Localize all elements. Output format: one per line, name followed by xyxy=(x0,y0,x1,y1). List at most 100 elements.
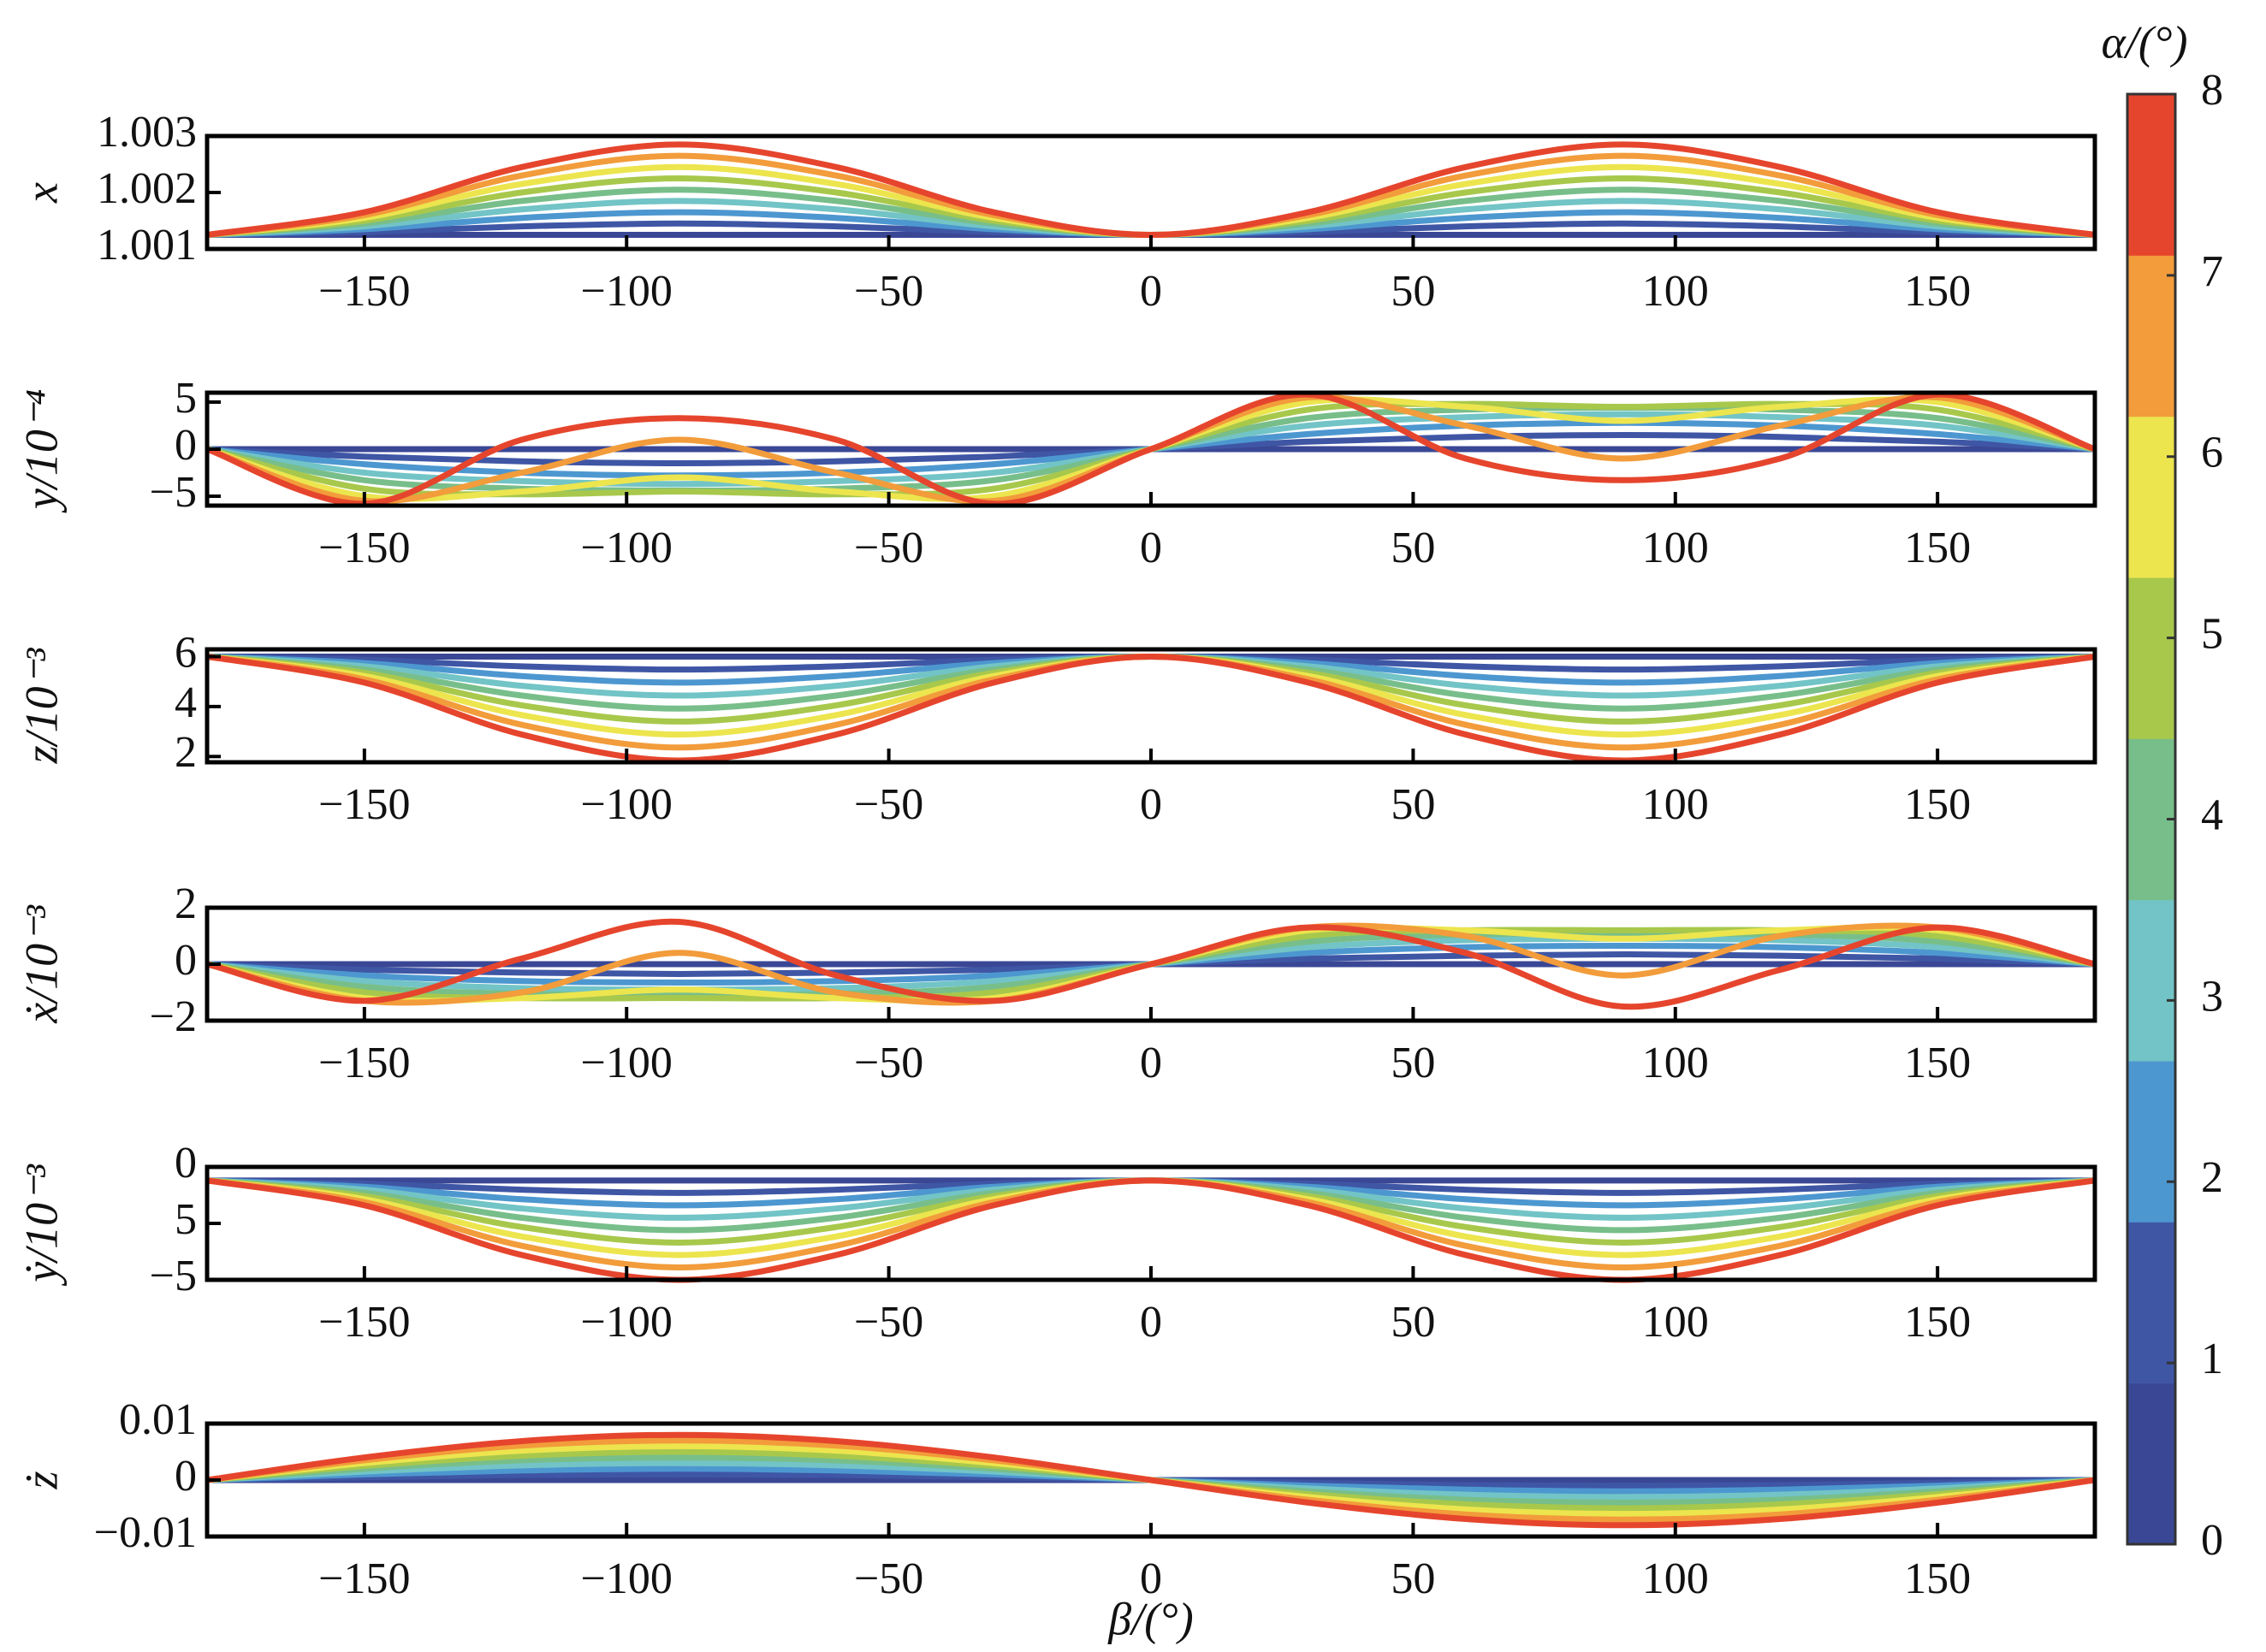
y-axis-label: y/10⁻⁴ xyxy=(15,389,67,513)
x-tick-label: 150 xyxy=(1904,1554,1971,1603)
colorbar-tick-label: 5 xyxy=(2201,610,2223,659)
x-tick-label: 0 xyxy=(1140,1039,1162,1087)
colorbar-band xyxy=(2127,94,2175,256)
x-tick-label: 100 xyxy=(1642,1298,1709,1347)
y-tick-label: −5 xyxy=(150,1252,197,1300)
x-tick-label: 100 xyxy=(1642,780,1709,829)
colorbar-band xyxy=(2127,1061,2175,1223)
series-line xyxy=(207,1177,2095,1209)
y-tick-label: 1.003 xyxy=(97,108,197,157)
series-line xyxy=(207,141,2095,238)
colorbar-band xyxy=(2127,577,2175,739)
x-tick-label: 0 xyxy=(1140,524,1162,572)
series-line xyxy=(207,391,2095,507)
x-tick-label: −150 xyxy=(318,780,410,829)
x-tick-label: 0 xyxy=(1140,780,1162,829)
x-tick-label: −50 xyxy=(854,780,923,829)
x-tick-label: 100 xyxy=(1642,524,1709,572)
x-tick-label: −100 xyxy=(581,1039,673,1087)
x-tick-label: 50 xyxy=(1391,780,1435,829)
y-tick-label: −0.01 xyxy=(94,1508,197,1557)
series-line xyxy=(207,1177,2095,1283)
y-axis-label: z/10⁻³ xyxy=(15,648,67,765)
colorbar-band xyxy=(2127,416,2175,578)
colorbar-tick-label: 3 xyxy=(2201,972,2223,1021)
colorbar-title: α/(°) xyxy=(2102,16,2188,68)
x-tick-label: −100 xyxy=(581,1554,673,1603)
colorbar-tick-label: 0 xyxy=(2201,1516,2223,1565)
series-line xyxy=(207,653,2095,686)
x-tick-label: 50 xyxy=(1391,524,1435,572)
colorbar-band xyxy=(2127,899,2175,1062)
x-tick-label: 0 xyxy=(1140,1554,1162,1603)
colorbar-tick-label: 1 xyxy=(2201,1335,2223,1383)
x-tick-label: 50 xyxy=(1391,267,1435,316)
y-tick-label: 0 xyxy=(175,936,197,985)
y-tick-label: −5 xyxy=(150,468,197,517)
y-tick-label: 0.01 xyxy=(119,1395,197,1444)
x-tick-label: −100 xyxy=(581,780,673,829)
x-tick-label: −100 xyxy=(581,267,673,316)
y-axis-label: ż xyxy=(15,1471,67,1489)
x-tick-label: 100 xyxy=(1642,267,1709,316)
y-tick-label: 4 xyxy=(175,678,197,727)
colorbar-tick-label: 6 xyxy=(2201,429,2223,477)
plot-lines xyxy=(207,918,2095,1010)
x-tick-label: 100 xyxy=(1642,1554,1709,1603)
series-line xyxy=(207,1431,2095,1529)
x-tick-label: −50 xyxy=(854,267,923,316)
y-tick-label: 2 xyxy=(175,728,197,777)
x-tick-label: −150 xyxy=(318,1554,410,1603)
colorbar-tick-label: 2 xyxy=(2201,1153,2223,1202)
plot-lines xyxy=(207,141,2095,239)
plot-lines xyxy=(207,1431,2095,1529)
y-tick-label: 0 xyxy=(175,1139,197,1187)
x-tick-label: −100 xyxy=(581,524,673,572)
x-tick-label: 150 xyxy=(1904,267,1971,316)
x-tick-label: 150 xyxy=(1904,1298,1971,1347)
series-line xyxy=(207,209,2095,238)
y-tick-label: 6 xyxy=(175,628,197,677)
x-tick-label: −100 xyxy=(581,1298,673,1347)
y-axis-label: ẏ/10⁻³ xyxy=(15,1164,67,1286)
y-tick-label: 0 xyxy=(175,1452,197,1501)
x-tick-label: −50 xyxy=(854,1298,923,1347)
y-tick-label: 2 xyxy=(175,879,197,928)
y-tick-label: 1.002 xyxy=(97,164,197,213)
x-tick-label: 50 xyxy=(1391,1554,1435,1603)
plot-lines xyxy=(207,1177,2095,1283)
x-tick-label: 0 xyxy=(1140,1298,1162,1347)
x-tick-label: 0 xyxy=(1140,267,1162,316)
x-tick-label: −50 xyxy=(854,1554,923,1603)
plot-lines xyxy=(207,391,2095,507)
x-tick-label: 100 xyxy=(1642,1039,1709,1087)
y-tick-label: −2 xyxy=(150,992,197,1041)
colorbar-tick-label: 8 xyxy=(2201,66,2223,115)
y-tick-label: 1.001 xyxy=(97,221,197,269)
colorbar-tick-label: 4 xyxy=(2201,790,2223,839)
series-line xyxy=(207,653,2095,764)
colorbar-band xyxy=(2127,1222,2175,1384)
colorbar-band xyxy=(2127,1383,2175,1545)
x-axis-label: β/(°) xyxy=(1107,1593,1193,1644)
y-axis-label: x xyxy=(15,182,67,204)
x-tick-label: −150 xyxy=(318,267,410,316)
x-tick-label: −150 xyxy=(318,1039,410,1087)
x-tick-label: −150 xyxy=(318,1298,410,1347)
x-tick-label: −50 xyxy=(854,524,923,572)
x-tick-label: 150 xyxy=(1904,524,1971,572)
y-tick-label: 5 xyxy=(175,1195,197,1244)
y-tick-label: 5 xyxy=(175,374,197,423)
colorbar-tick-label: 7 xyxy=(2201,247,2223,296)
x-tick-label: 150 xyxy=(1904,1039,1971,1087)
y-axis-label: ẋ/10⁻³ xyxy=(15,904,67,1023)
y-tick-label: 0 xyxy=(175,421,197,470)
x-tick-label: 50 xyxy=(1391,1298,1435,1347)
x-tick-label: −50 xyxy=(854,1039,923,1087)
plot-lines xyxy=(207,653,2095,764)
x-tick-label: −150 xyxy=(318,524,410,572)
x-tick-label: 150 xyxy=(1904,780,1971,829)
x-tick-label: 50 xyxy=(1391,1039,1435,1087)
series-line xyxy=(207,918,2095,1010)
